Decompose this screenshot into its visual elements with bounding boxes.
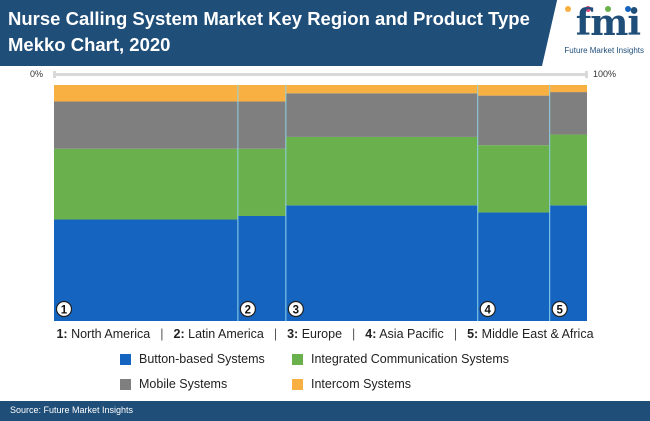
- bar-segment-4-series-2: [477, 145, 550, 213]
- bar-segment-1-series-3: [54, 101, 238, 149]
- bar-segment-2-series-2: [237, 148, 286, 216]
- header-banner: Nurse Calling System Market Key Region a…: [0, 0, 650, 66]
- bar-segment-3-series-2: [285, 136, 478, 206]
- column-badge-label-5: 5: [556, 305, 563, 317]
- bar-segment-5-series-2: [549, 134, 587, 206]
- legend-label: Button-based Systems: [139, 352, 265, 366]
- legend-separator: |: [352, 327, 356, 341]
- column-badge-label-4: 4: [485, 305, 492, 317]
- legend-separator: |: [453, 327, 458, 341]
- logo-dots-icon: [565, 6, 631, 12]
- legend-item-mobile: Mobile Systems: [120, 377, 227, 391]
- bar-segment-1-series-1: [54, 219, 238, 321]
- region-legend-item-2: 2: Latin America: [173, 327, 264, 341]
- legend-label: Intercom Systems: [311, 377, 412, 391]
- legend-swatch: [120, 378, 131, 390]
- legend-item-button-based: Button-based Systems: [120, 352, 265, 366]
- column-badge-2: [239, 300, 256, 318]
- bar-segment-5-series-3: [549, 92, 587, 135]
- source-text: Source: Future Market Insights: [10, 405, 134, 415]
- footer-bar: Source: Future Market Insights: [0, 401, 650, 421]
- top-axis-line: [54, 73, 587, 76]
- bar-segment-1-series-4: [54, 85, 238, 102]
- legend-separator: |: [273, 327, 278, 341]
- legend-swatch: [120, 353, 131, 365]
- column-badge-label-3: 3: [293, 305, 299, 317]
- column-badge-label-2: 2: [245, 305, 251, 317]
- column-badge-1: [55, 300, 73, 318]
- bar-segment-5-series-1: [549, 205, 587, 321]
- top-axis-tick-left: [53, 71, 56, 78]
- bar-segment-5-series-4: [549, 85, 587, 93]
- bar-segment-1-series-2: [54, 148, 238, 220]
- legend-label: Mobile Systems: [139, 377, 228, 391]
- bar-segment-2-series-4: [237, 85, 286, 102]
- legend-swatch: [292, 353, 303, 365]
- mekko-chart: 1 2 3 4 5: [53, 71, 588, 321]
- axis-right-label: 100%: [593, 69, 617, 79]
- top-axis-tick-right: [585, 71, 588, 78]
- region-legend-item-5: 5: Middle East & Africa: [467, 327, 594, 341]
- bar-segment-3-series-4: [285, 85, 478, 94]
- chart-title: Nurse Calling System Market Key Region a…: [8, 8, 530, 55]
- region-legend-item-4: 4: Asia Pacific: [365, 327, 444, 341]
- region-legend: 1: North America | 2: Latin America | 3: Eur…: [0, 327, 650, 341]
- column-badge-4: [479, 300, 496, 318]
- region-legend-item-1: 1: North America: [56, 327, 151, 341]
- bar-segment-3-series-3: [285, 93, 478, 137]
- column-badge-label-1: 1: [61, 305, 68, 317]
- column-badge-5: [551, 300, 568, 318]
- bar-segment-4-series-3: [477, 95, 550, 146]
- column-badge-3: [287, 300, 304, 318]
- axis-left-label: 0%: [30, 69, 44, 79]
- legend-item-intercom: Intercom Systems: [292, 377, 411, 391]
- bar-segment-2-series-3: [237, 101, 286, 149]
- legend-item-integrated: Integrated Communication Systems: [292, 352, 509, 366]
- region-legend-item-3: 3: Europe: [287, 327, 343, 341]
- logo-mark: fmi: [575, 2, 641, 44]
- logo-text: Future Market Insights: [564, 46, 644, 55]
- logo: fmi Future Market Insights: [542, 0, 650, 66]
- legend-swatch: [292, 378, 303, 390]
- bar-segment-4-series-4: [477, 85, 550, 96]
- bar-segment-3-series-1: [285, 205, 478, 321]
- legend-separator: |: [160, 327, 164, 341]
- legend-label: Integrated Communication Systems: [311, 352, 510, 366]
